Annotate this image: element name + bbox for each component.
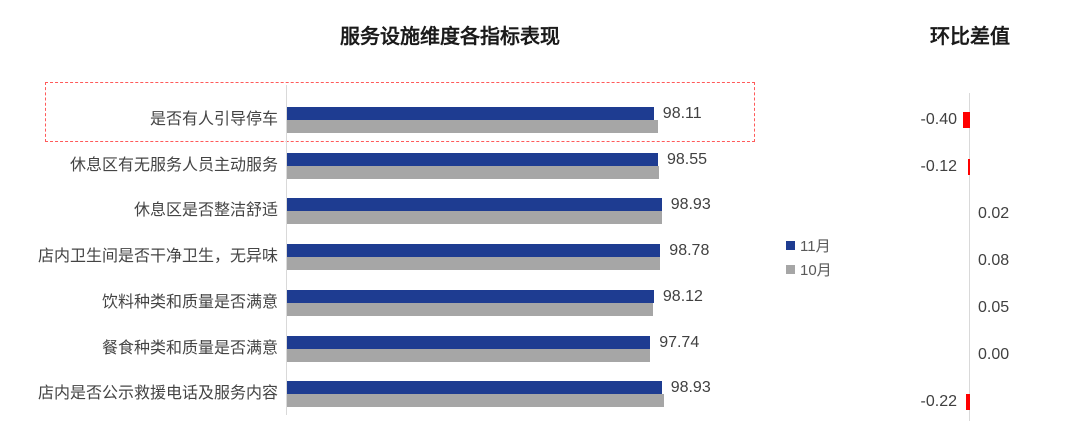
- value-label: 97.74: [659, 333, 700, 351]
- legend-swatch-nov-icon: [786, 240, 795, 250]
- bar-oct: [287, 394, 664, 408]
- value-label: 98.55: [667, 150, 708, 168]
- category-label: 餐食种类和质量是否满意: [101, 339, 278, 357]
- value-label: 98.93: [670, 379, 711, 397]
- bar-oct: [287, 120, 658, 133]
- diff-value-label: -0.12: [920, 158, 957, 175]
- highlight-dashed-box: [45, 82, 755, 142]
- category-label: 是否有人引导停车: [149, 111, 278, 128]
- diff-value-label: 0.00: [978, 346, 1010, 363]
- diff-bar: [966, 394, 970, 410]
- right-chart-title: 环比差值: [930, 26, 1010, 48]
- bar-oct: [287, 348, 651, 362]
- legend-label-oct: 10月: [800, 261, 832, 279]
- bar-nov: [287, 107, 654, 120]
- value-label: 98.93: [670, 196, 711, 214]
- diff-value-label: 0.02: [978, 205, 1010, 222]
- category-label: 店内卫生间是否干净卫生，无异味: [37, 248, 278, 266]
- bar-nov: [287, 381, 662, 395]
- bar-nov: [287, 244, 661, 258]
- category-label: 休息区是否整洁舒适: [133, 202, 278, 220]
- value-label: 98.11: [662, 105, 702, 122]
- diff-bar: [968, 159, 970, 175]
- category-label: 休息区有无服务人员主动服务: [69, 156, 278, 174]
- bar-oct: [287, 257, 660, 271]
- diff-value-label: 0.08: [978, 252, 1010, 269]
- category-axis-line: [286, 85, 287, 415]
- left-chart-title: 服务设施维度各指标表现: [340, 26, 560, 48]
- bar-nov: [287, 152, 658, 166]
- value-label: 98.78: [669, 242, 710, 260]
- bar-oct: [287, 165, 660, 179]
- legend-swatch-oct-icon: [786, 264, 795, 274]
- diff-value-label: -0.22: [920, 393, 957, 410]
- value-label: 98.12: [662, 287, 703, 305]
- bar-nov: [287, 289, 654, 303]
- category-label: 饮料种类和质量是否满意: [101, 293, 278, 311]
- bar-oct: [287, 302, 654, 316]
- diff-axis-line: [969, 93, 970, 421]
- bar-nov: [287, 335, 651, 349]
- legend-item-nov: 11月: [786, 235, 832, 255]
- legend-item-oct: 10月: [786, 259, 832, 279]
- bar-oct: [287, 211, 662, 225]
- diff-value-label: 0.05: [978, 299, 1010, 316]
- category-label: 店内是否公示救援电话及服务内容: [37, 385, 278, 403]
- diff-value-label: -0.40: [920, 111, 957, 128]
- legend-label-nov: 11月: [800, 237, 831, 255]
- legend: 11月 10月: [786, 235, 832, 283]
- bar-nov: [287, 198, 662, 212]
- diff-bar: [963, 112, 970, 128]
